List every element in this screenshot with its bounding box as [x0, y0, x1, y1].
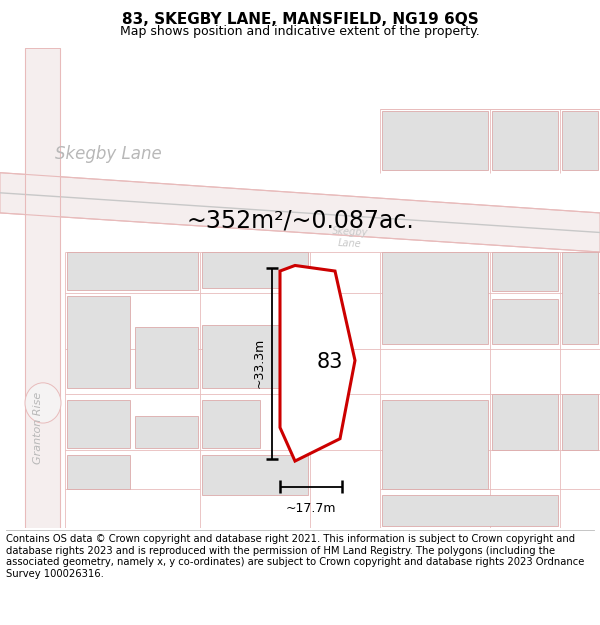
Polygon shape [202, 325, 308, 388]
Polygon shape [67, 456, 130, 489]
Polygon shape [135, 327, 198, 388]
Text: Contains OS data © Crown copyright and database right 2021. This information is : Contains OS data © Crown copyright and d… [6, 534, 584, 579]
Polygon shape [25, 48, 60, 528]
Polygon shape [67, 296, 130, 388]
Polygon shape [492, 299, 558, 344]
Text: Skegby
Lane: Skegby Lane [331, 226, 368, 249]
Polygon shape [202, 252, 308, 288]
Polygon shape [202, 456, 308, 494]
Polygon shape [202, 399, 260, 448]
Polygon shape [382, 399, 488, 489]
Circle shape [25, 383, 61, 423]
Polygon shape [492, 111, 558, 171]
Polygon shape [562, 252, 598, 344]
Polygon shape [492, 394, 558, 450]
Polygon shape [492, 252, 558, 291]
Text: Granton Rise: Granton Rise [33, 391, 43, 464]
Text: 83: 83 [316, 352, 343, 372]
Polygon shape [135, 416, 198, 447]
Polygon shape [382, 494, 558, 526]
Text: Map shows position and indicative extent of the property.: Map shows position and indicative extent… [120, 25, 480, 38]
Text: ~33.3m: ~33.3m [253, 338, 265, 388]
Polygon shape [0, 173, 600, 252]
Text: ~352m²/~0.087ac.: ~352m²/~0.087ac. [186, 209, 414, 232]
Polygon shape [382, 252, 488, 344]
Polygon shape [67, 399, 130, 448]
Polygon shape [562, 394, 598, 450]
Polygon shape [562, 111, 598, 171]
Text: Skegby Lane: Skegby Lane [55, 144, 162, 162]
Polygon shape [382, 111, 488, 171]
Text: 83, SKEGBY LANE, MANSFIELD, NG19 6QS: 83, SKEGBY LANE, MANSFIELD, NG19 6QS [122, 12, 478, 27]
Polygon shape [67, 252, 198, 290]
Text: ~17.7m: ~17.7m [286, 503, 336, 516]
Polygon shape [280, 266, 355, 461]
